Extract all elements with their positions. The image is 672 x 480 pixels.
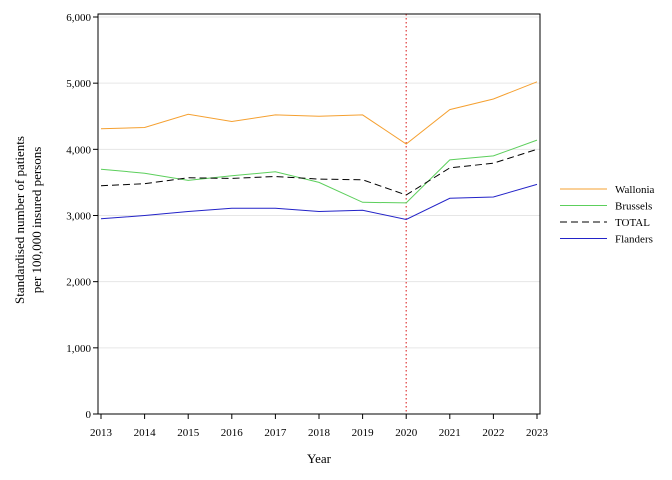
y-tick-label: 1,000 (66, 343, 91, 355)
y-tick-label: 3,000 (66, 211, 91, 223)
x-tick-label: 2022 (482, 427, 504, 439)
y-tick-label: 6,000 (66, 12, 91, 24)
gridlines (98, 16, 540, 349)
y-axis: 0 1,000 2,000 3,000 4,000 5,000 6,000 (66, 12, 98, 421)
series-line-total (100, 148, 538, 196)
legend-label-flanders: Flanders (615, 234, 653, 246)
legend-label-wallonia: Wallonia (615, 184, 655, 196)
x-tick-label: 2020 (395, 427, 418, 439)
x-tick-label: 2014 (134, 427, 157, 439)
legend-label-total: TOTAL (615, 217, 650, 229)
series-lines (100, 81, 538, 221)
x-tick-label: 2019 (352, 427, 375, 439)
y-tick-label: 5,000 (66, 78, 91, 90)
x-axis: 2013 2014 2015 2016 2017 2018 2019 2020 2021 2022… (90, 414, 549, 439)
x-tick-label: 2021 (439, 427, 461, 439)
series-line-wallonia (100, 81, 538, 145)
y-tick-label: 0 (86, 409, 92, 421)
x-tick-label: 2015 (177, 427, 200, 439)
x-tick-label: 2018 (308, 427, 331, 439)
y-axis-title-line-1: Standardised number of patients (12, 136, 27, 304)
legend-label-brussels: Brussels (615, 201, 652, 213)
y-tick-label: 2,000 (66, 277, 91, 289)
series-line-brussels (100, 139, 538, 204)
x-tick-label: 2023 (526, 427, 549, 439)
x-tick-label: 2017 (264, 427, 287, 439)
legend: Wallonia Brussels TOTAL Flanders (560, 184, 655, 246)
y-tick-label: 4,000 (66, 144, 91, 156)
series-line-flanders (100, 183, 538, 221)
x-tick-label: 2016 (221, 427, 244, 439)
x-tick-label: 2013 (90, 427, 113, 439)
x-axis-title: Year (307, 451, 332, 466)
y-axis-title-line-2: per 100,000 insured persons (29, 147, 44, 294)
